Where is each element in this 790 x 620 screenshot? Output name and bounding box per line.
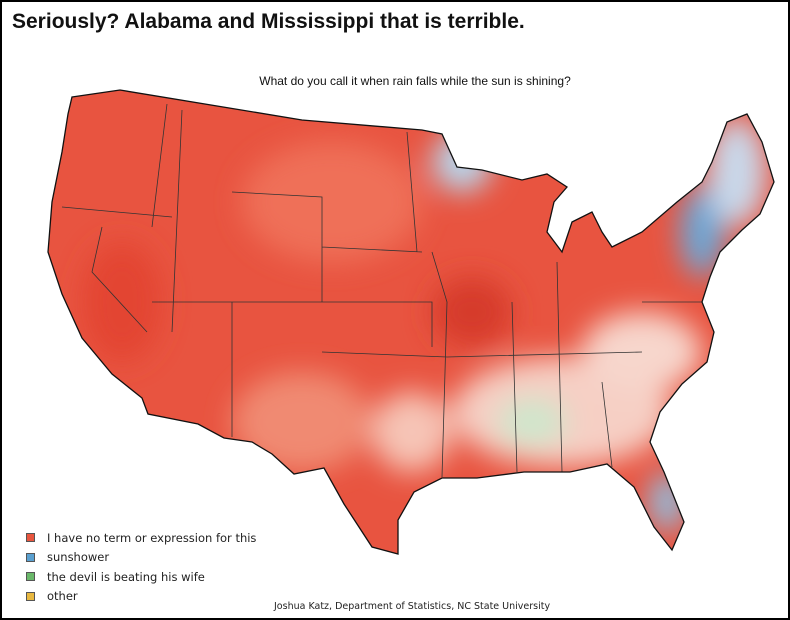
legend-swatch (26, 572, 35, 582)
legend-item-devil: the devil is beating his wife (26, 567, 256, 587)
legend-swatch (26, 533, 35, 543)
legend-swatch (26, 591, 35, 601)
legend-label: I have no term or expression for this (47, 530, 257, 545)
caption-title: Seriously? Alabama and Mississippi that … (12, 10, 525, 33)
state-borders (61, 103, 702, 478)
legend-swatch (26, 552, 35, 562)
map-legend: I have no term or expression for this su… (26, 528, 256, 606)
legend-label: other (47, 589, 78, 604)
legend-item-no-term: I have no term or expression for this (26, 528, 256, 548)
map-credit: Joshua Katz, Department of Statistics, N… (274, 601, 551, 612)
map-question: What do you call it when rain falls whil… (259, 74, 571, 88)
legend-item-sunshower: sunshower (26, 548, 256, 568)
legend-item-other: other (26, 587, 256, 607)
legend-label: the devil is beating his wife (47, 569, 205, 584)
legend-label: sunshower (47, 550, 110, 565)
